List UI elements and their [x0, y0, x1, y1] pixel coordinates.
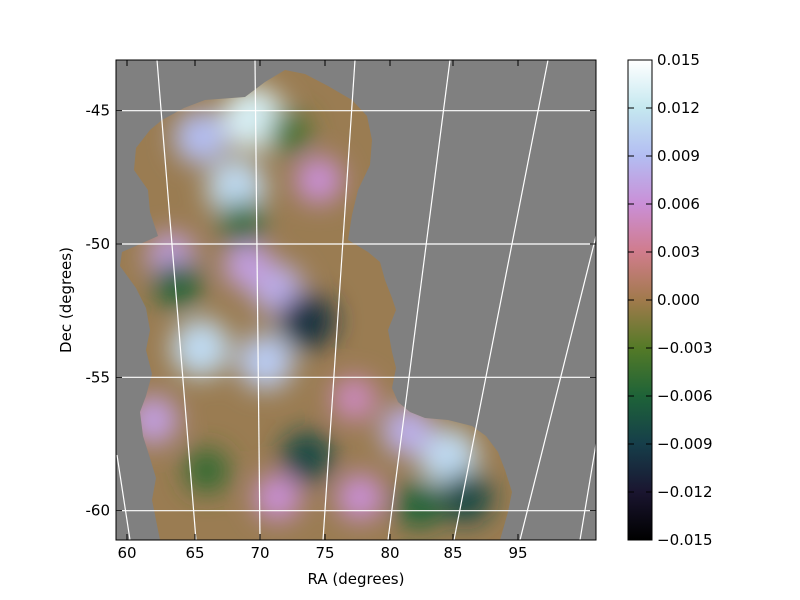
y-axis: -45 -50 -55 -60 — [86, 102, 596, 520]
field-hotspot — [184, 448, 229, 493]
field-hotspot — [237, 333, 294, 390]
colorbar-tick-label: 0.003 — [657, 243, 700, 261]
ra-gridline — [116, 454, 131, 540]
x-tick-label: 80 — [380, 544, 399, 562]
colorbar-tick-label: −0.003 — [657, 339, 713, 357]
field-hotspot — [295, 156, 343, 204]
colorbar: 0.015 0.012 0.009 0.006 0.003 0.000 −0.003 −0.0… — [627, 51, 713, 549]
plot-area — [115, 59, 597, 541]
colorbar-tick-label: −0.006 — [657, 387, 713, 405]
x-axis: 60 65 70 75 80 85 95 — [117, 60, 528, 562]
field-hotspot — [395, 482, 443, 529]
colorbar-tick-label: −0.015 — [657, 531, 713, 549]
colorbar-tick-label: 0.000 — [657, 291, 700, 309]
x-tick-label: 75 — [315, 544, 334, 562]
ra-gridline — [254, 60, 261, 540]
y-tick-label: -60 — [86, 502, 111, 520]
colorbar-tick-label: 0.012 — [657, 99, 700, 117]
ra-gridline — [322, 60, 356, 540]
y-tick-label: -50 — [86, 235, 111, 253]
graticule-lines — [116, 60, 596, 540]
ra-gridline — [387, 60, 451, 540]
field-hotspot — [174, 110, 228, 165]
colorbar-tick-label: 0.015 — [657, 51, 700, 69]
x-tick-label: 85 — [443, 544, 462, 562]
x-axis-label: RA (degrees) — [308, 570, 405, 588]
y-tick-label: -45 — [86, 102, 111, 120]
colorbar-tick-label: 0.006 — [657, 195, 700, 213]
x-tick-label: 60 — [117, 544, 136, 562]
y-axis-label: Dec (degrees) — [57, 247, 75, 353]
field-hotspot — [268, 111, 311, 153]
x-tick-label: 70 — [250, 544, 269, 562]
x-tick-label: 95 — [508, 544, 527, 562]
x-tick-label: 65 — [185, 544, 204, 562]
ra-gridline — [579, 440, 596, 540]
ra-gridline — [156, 60, 197, 540]
field-hotspot — [332, 376, 377, 421]
colorbar-tick-label: −0.009 — [657, 435, 713, 453]
y-tick-label: -55 — [86, 368, 111, 386]
field-hotspot — [336, 474, 384, 521]
field-hotspot — [171, 318, 231, 378]
field-hotspot — [154, 260, 201, 308]
colorbar-tick-label: 0.009 — [657, 147, 700, 165]
colorbar-tick-label: −0.012 — [657, 483, 713, 501]
field-hotspot — [279, 293, 336, 350]
ra-gridline — [519, 233, 596, 540]
ra-gridline — [453, 60, 549, 540]
colorbar-ticks: 0.015 0.012 0.009 0.006 0.003 0.000 −0.003 −0.0… — [628, 51, 713, 549]
field-hotspot — [381, 405, 433, 457]
field-hotspot — [223, 240, 273, 290]
field-hotspot — [281, 431, 333, 483]
field-hotspot — [220, 200, 265, 245]
field-hotspot — [254, 474, 301, 521]
plot-frame — [115, 59, 597, 541]
